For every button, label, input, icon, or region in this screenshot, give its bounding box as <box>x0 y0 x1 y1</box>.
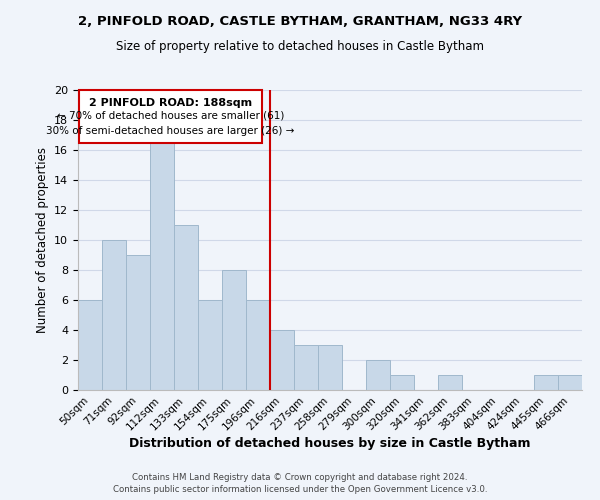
Bar <box>366 360 390 390</box>
X-axis label: Distribution of detached houses by size in Castle Bytham: Distribution of detached houses by size … <box>129 438 531 450</box>
Bar <box>246 300 270 390</box>
Text: 30% of semi-detached houses are larger (26) →: 30% of semi-detached houses are larger (… <box>46 126 295 136</box>
Bar <box>558 375 582 390</box>
Bar <box>102 240 126 390</box>
Bar <box>174 225 198 390</box>
Bar <box>438 375 462 390</box>
Bar <box>534 375 558 390</box>
Bar <box>150 135 174 390</box>
FancyBboxPatch shape <box>79 90 262 142</box>
Bar <box>198 300 222 390</box>
Bar <box>318 345 342 390</box>
Bar <box>126 255 150 390</box>
Text: Contains HM Land Registry data © Crown copyright and database right 2024.: Contains HM Land Registry data © Crown c… <box>132 474 468 482</box>
Text: 2, PINFOLD ROAD, CASTLE BYTHAM, GRANTHAM, NG33 4RY: 2, PINFOLD ROAD, CASTLE BYTHAM, GRANTHAM… <box>78 15 522 28</box>
Text: ← 70% of detached houses are smaller (61): ← 70% of detached houses are smaller (61… <box>57 111 284 121</box>
Bar <box>222 270 246 390</box>
Y-axis label: Number of detached properties: Number of detached properties <box>35 147 49 333</box>
Text: 2 PINFOLD ROAD: 188sqm: 2 PINFOLD ROAD: 188sqm <box>89 98 252 108</box>
Bar <box>78 300 102 390</box>
Bar <box>294 345 318 390</box>
Bar <box>390 375 414 390</box>
Text: Size of property relative to detached houses in Castle Bytham: Size of property relative to detached ho… <box>116 40 484 53</box>
Text: Contains public sector information licensed under the Open Government Licence v3: Contains public sector information licen… <box>113 485 487 494</box>
Bar <box>270 330 294 390</box>
